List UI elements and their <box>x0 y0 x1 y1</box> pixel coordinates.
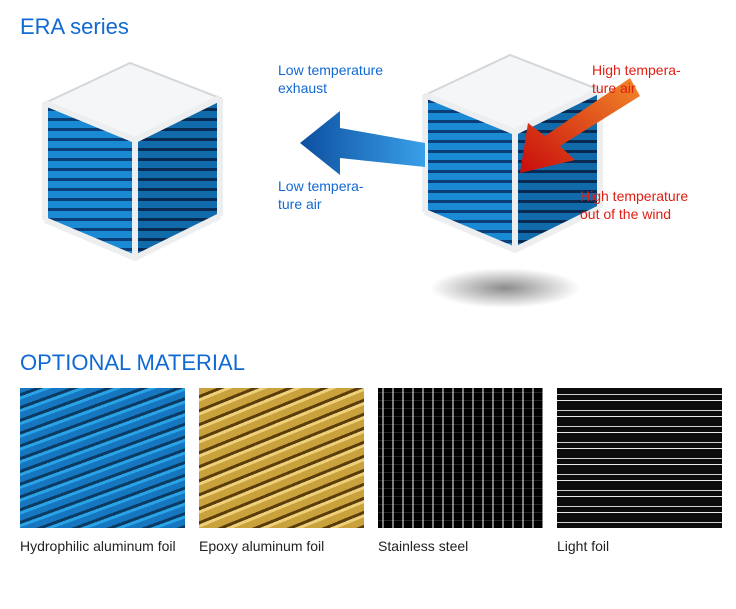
label-cold-exhaust: Low temperature exhaust <box>278 62 408 97</box>
cold-arrow-icon <box>300 103 430 183</box>
label-cold-air: Low tempera- ture air <box>278 178 364 213</box>
era-series-title: ERA series <box>20 14 129 40</box>
materials-grid: Hydrophilic aluminum foil Epoxy aluminum… <box>20 388 720 554</box>
label-hot-air: High tempera- ture air <box>592 62 681 97</box>
hero-row: Low temperature exhaust Low tempera- tur… <box>20 48 720 308</box>
material-tile <box>557 388 722 528</box>
material-swatch-hydrophilic: Hydrophilic aluminum foil <box>20 388 185 554</box>
material-swatch-light: Light foil <box>557 388 722 554</box>
material-caption: Epoxy aluminum foil <box>199 538 364 554</box>
material-swatch-epoxy: Epoxy aluminum foil <box>199 388 364 554</box>
optional-material-title: OPTIONAL MATERIAL <box>20 350 245 376</box>
heat-exchanger-cube-left <box>20 48 240 268</box>
material-swatch-stainless: Stainless steel <box>378 388 543 554</box>
material-caption: Stainless steel <box>378 538 543 554</box>
label-hot-out: High temperature out of the wind <box>580 188 710 223</box>
material-caption: Light foil <box>557 538 722 554</box>
material-tile <box>199 388 364 528</box>
material-tile <box>378 388 543 528</box>
material-caption: Hydrophilic aluminum foil <box>20 538 185 554</box>
material-tile <box>20 388 185 528</box>
